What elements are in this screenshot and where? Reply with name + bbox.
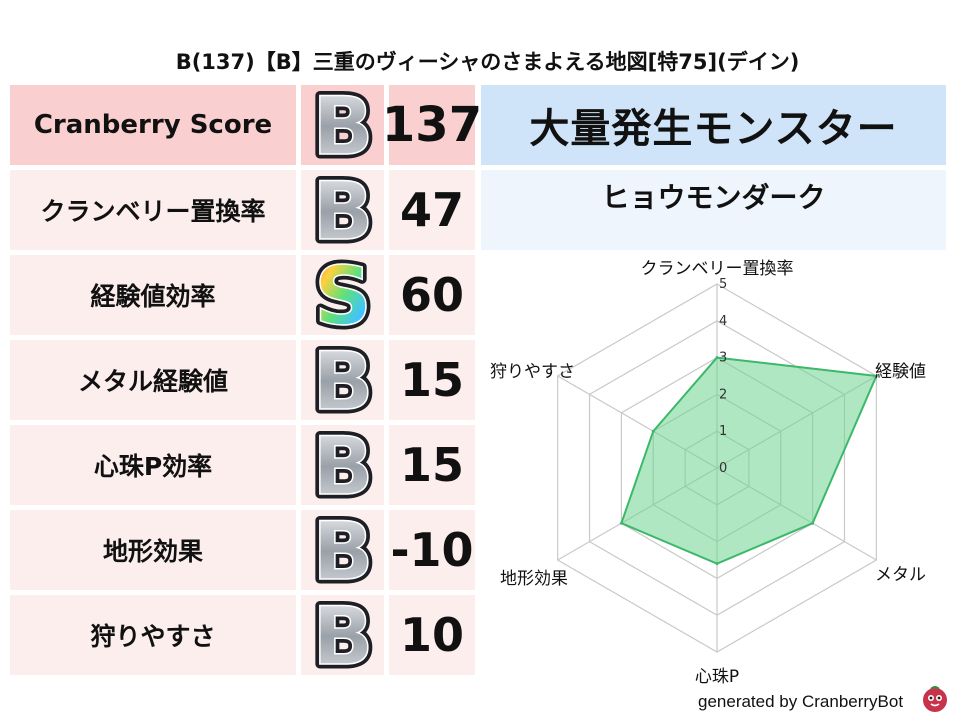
radar-data-point [715, 356, 719, 360]
grade-b-icon: BB [308, 596, 378, 674]
grade-s-icon: SS [309, 256, 376, 334]
monster-name: ヒョウモンダーク [481, 170, 946, 250]
radar-axis-label: 地形効果 [500, 569, 568, 589]
score-value: 137 [382, 85, 482, 165]
radar-data-point [619, 521, 623, 525]
svg-text:S: S [314, 256, 372, 334]
svg-text:B: B [312, 511, 373, 589]
metric-value: -10 [389, 510, 475, 590]
footer-credit: generated by CranberryBot [698, 692, 904, 711]
radar-axis-label: メタル [875, 565, 926, 585]
svg-text:B: B [312, 341, 373, 419]
grade-b-icon: BB [308, 511, 378, 589]
radar-data-point [715, 562, 719, 566]
svg-text:B: B [312, 171, 373, 249]
svg-text:B: B [312, 596, 373, 674]
svg-text:B: B [312, 86, 373, 164]
metric-label: 心珠P効率 [10, 425, 296, 505]
svg-text:B: B [312, 596, 373, 674]
metric-value: 47 [389, 170, 475, 250]
radar-tick-label: 1 [719, 424, 727, 439]
monster-header: 大量発生モンスター [481, 85, 946, 165]
svg-text:S: S [314, 256, 372, 334]
score-label: Cranberry Score [10, 85, 296, 165]
grade-b-icon: BB [308, 86, 378, 164]
metric-value: 15 [389, 340, 475, 420]
grade-b-icon: BB [308, 341, 378, 419]
svg-text:B: B [312, 86, 373, 164]
radar-axis-label: 心珠P [695, 667, 739, 687]
metric-value: 10 [389, 595, 475, 675]
radar-tick-label: 0 [719, 461, 727, 476]
metric-label: 経験値効率 [10, 255, 296, 335]
svg-text:B: B [312, 426, 373, 504]
grade-b-icon: BB [308, 171, 378, 249]
svg-text:B: B [312, 426, 373, 504]
svg-text:B: B [312, 511, 373, 589]
svg-text:B: B [312, 171, 373, 249]
page-title: B(137)【B】三重のヴィーシャのさまよえる地図[特75](デイン) [175, 50, 800, 74]
radar-tick-label: 2 [719, 387, 727, 402]
radar-tick-label: 3 [719, 351, 727, 366]
metric-value: 15 [389, 425, 475, 505]
metric-value: 60 [389, 255, 475, 335]
metric-label: 狩りやすさ [10, 595, 296, 675]
metric-label: メタル経験値 [10, 340, 296, 420]
metric-label: クランベリー置換率 [10, 170, 296, 250]
radar-data-area [620, 356, 878, 565]
radar-axis-label: 狩りやすさ [490, 362, 575, 382]
radar-data-point [811, 521, 815, 525]
grade-b-icon: BB [308, 426, 378, 504]
svg-text:B: B [312, 341, 373, 419]
radar-tick-label: 4 [719, 314, 727, 329]
radar-data-point [874, 374, 878, 378]
radar-tick-label: 5 [719, 277, 727, 292]
radar-axis-label: 経験値 [875, 362, 926, 382]
metric-label: 地形効果 [10, 510, 296, 590]
radar-data-point [651, 429, 655, 433]
cranberry-bot-icon [923, 686, 947, 712]
radar-axis-label: クランベリー置換率 [641, 259, 794, 279]
